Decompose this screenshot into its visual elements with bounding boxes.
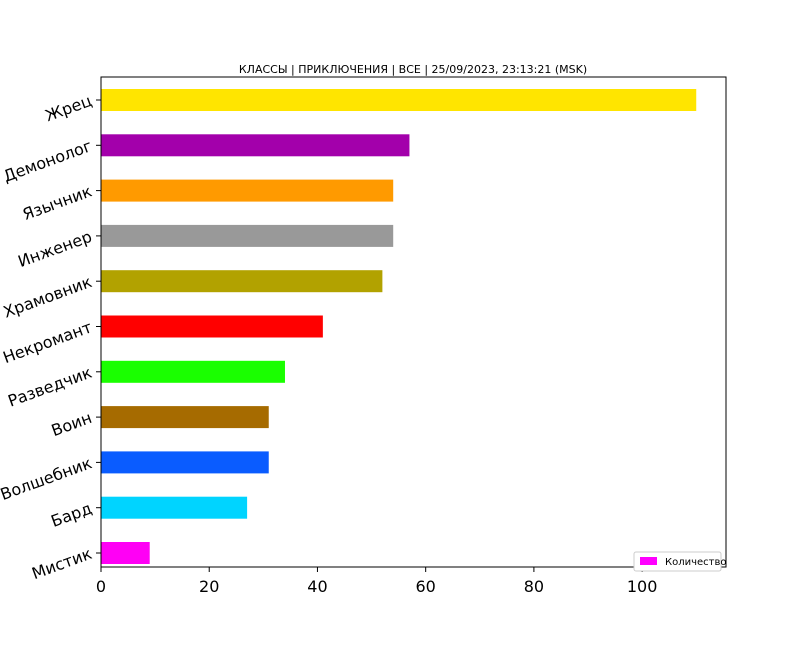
y-tick-label: Жрец [43,91,95,125]
chart-title: КЛАССЫ | ПРИКЛЮЧЕНИЯ | ВСЕ | 25/09/2023,… [239,63,587,76]
plot-frame [100,76,727,568]
y-tick-label: Инженер [15,227,94,271]
bar [101,89,697,111]
bar [101,179,394,202]
y-tick-label: Бард [48,499,94,531]
bar [101,451,269,474]
bar [101,315,323,338]
y-tick-label: Волшебник [0,453,95,504]
bar [101,496,248,519]
bar [101,542,150,564]
x-tick-label: 20 [199,577,219,596]
bars-group [101,89,697,564]
x-tick-label: 80 [524,577,544,596]
x-axis: 0 20 40 60 80 100 [96,567,657,596]
y-tick-label: Разведчик [5,363,94,411]
bar [101,224,394,247]
y-tick-label: Храмовник [1,272,95,322]
x-tick-label: 0 [96,577,106,596]
y-tick-label: Демонолог [1,136,95,186]
legend-label: Количество [665,557,727,568]
y-axis: Жрец ДемонологЯзычникИнженерХрамовникНекр… [0,91,101,583]
legend: Количество [633,551,727,572]
legend-box [633,551,722,572]
y-tick-label: Язычник [20,181,95,224]
x-tick-label: 40 [307,577,327,596]
bar [101,406,269,429]
legend-swatch [640,557,657,565]
y-tick-label: Мистик [29,544,94,583]
y-tick-label: Воин [49,408,95,440]
bar [101,134,410,157]
bar [101,360,285,383]
bar [101,270,383,293]
y-tick-label: Некромант [0,317,94,367]
x-tick-label: 100 [627,577,658,596]
x-tick-label: 60 [415,577,435,596]
